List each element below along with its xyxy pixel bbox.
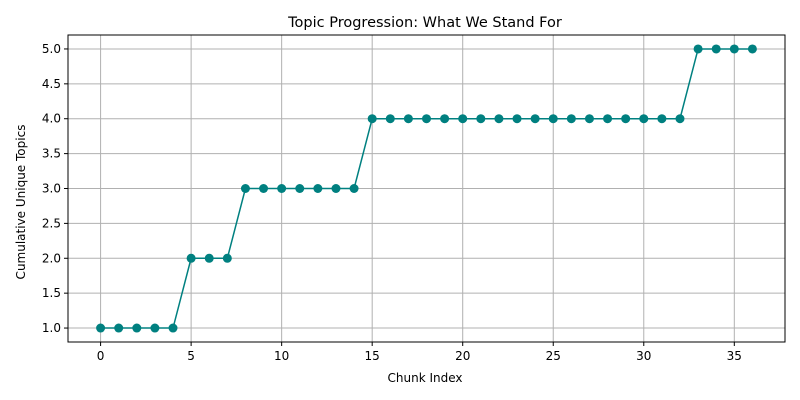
data-point (530, 114, 540, 124)
data-point (584, 114, 594, 124)
data-point (150, 323, 160, 333)
data-point (204, 253, 214, 263)
data-point (331, 184, 341, 193)
data-point (295, 184, 305, 193)
data-point (313, 184, 323, 193)
data-point (132, 323, 142, 333)
data-point (403, 114, 413, 124)
series-layer (96, 44, 757, 333)
x-tick-label: 25 (546, 349, 561, 363)
data-point (566, 114, 576, 124)
grid (68, 35, 785, 342)
x-tick-label: 30 (636, 349, 651, 363)
data-point (512, 114, 522, 124)
y-tick-label: 1.0 (42, 321, 61, 335)
y-tick-label: 1.5 (42, 286, 61, 300)
data-point (747, 44, 757, 54)
data-point (240, 184, 250, 193)
data-point (422, 114, 431, 124)
data-point (349, 184, 359, 193)
data-point (440, 114, 450, 124)
x-axis-label: Chunk Index (388, 371, 463, 385)
y-tick-label: 2.5 (42, 216, 61, 230)
y-tick-label: 4.0 (42, 112, 61, 126)
y-tick-label: 3.5 (42, 147, 61, 161)
data-point (657, 114, 667, 124)
data-point (259, 184, 269, 193)
x-tick-label: 5 (187, 349, 195, 363)
y-tick-label: 2.0 (42, 251, 61, 265)
x-tick-label: 20 (455, 349, 470, 363)
data-point (639, 114, 649, 124)
y-axis-label: Cumulative Unique Topics (14, 125, 28, 280)
data-point (711, 44, 721, 54)
data-point (114, 323, 124, 333)
data-point (96, 323, 106, 333)
x-tick-label: 35 (727, 349, 742, 363)
data-point (548, 114, 558, 124)
data-point (385, 114, 395, 124)
x-tick-label: 15 (365, 349, 380, 363)
data-point (603, 114, 613, 124)
data-point (186, 253, 196, 263)
data-point (675, 114, 685, 124)
data-point (222, 253, 232, 263)
data-point (476, 114, 486, 124)
data-point (367, 114, 377, 124)
x-tick-label: 10 (274, 349, 289, 363)
data-point (494, 114, 504, 124)
data-point (693, 44, 703, 54)
data-point (729, 44, 739, 54)
data-point (277, 184, 287, 193)
x-tick-label: 0 (97, 349, 105, 363)
data-point (168, 323, 178, 333)
y-tick-label: 4.5 (42, 77, 61, 91)
ticks: 0 5 10 15 20 25 30 35 1.0 1.5 2.0 2.5 3.0 3.5 4.0 4.5 5.… (42, 42, 742, 363)
data-point (621, 114, 631, 124)
y-tick-label: 3.0 (42, 182, 61, 196)
y-tick-label: 5.0 (42, 42, 61, 56)
chart-title: Topic Progression: What We Stand For (287, 15, 562, 31)
data-point (458, 114, 468, 124)
